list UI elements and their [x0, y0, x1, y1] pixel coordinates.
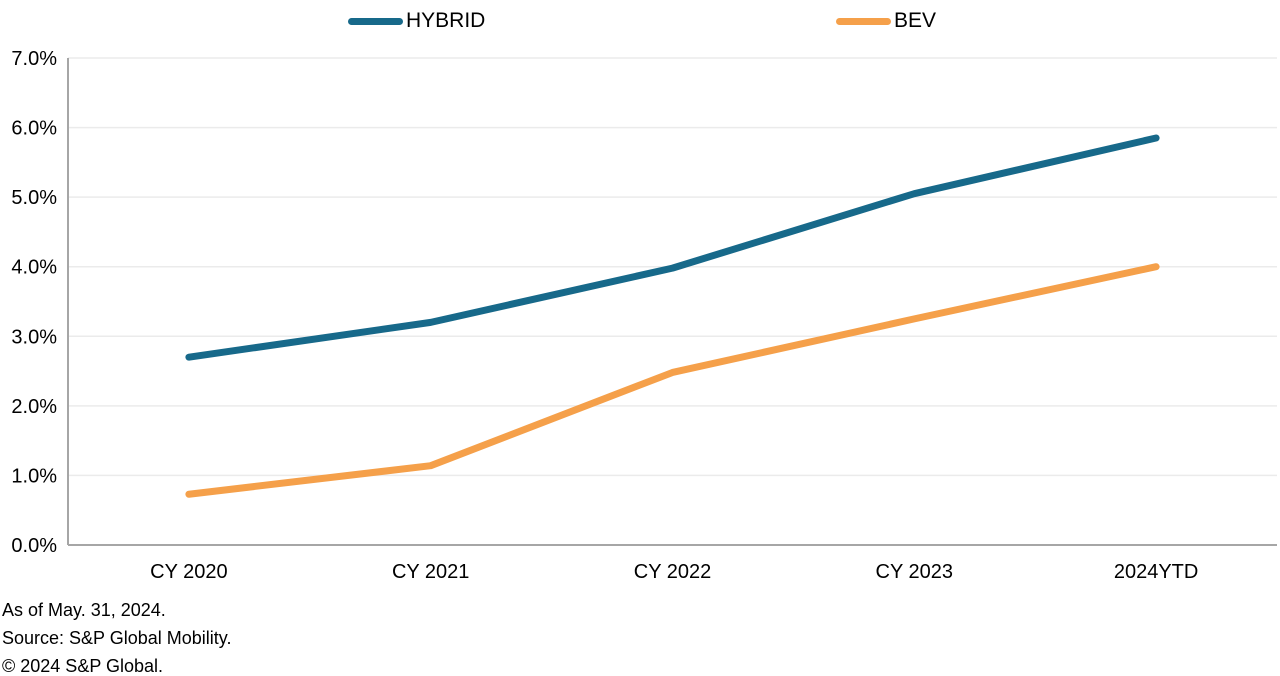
footnote-copyright: © 2024 S&P Global.: [2, 656, 164, 676]
legend-label-bev: BEV: [894, 9, 937, 32]
legend-item-hybrid: HYBRID: [348, 10, 485, 32]
legend-swatch-bev-icon: [836, 17, 891, 25]
y-tick-label: 1.0%: [11, 465, 57, 487]
y-axis-tick-labels: 0.0% 1.0% 2.0% 3.0% 4.0% 5.0% 6.0% 7.0%: [11, 48, 57, 557]
series-lines: [185, 134, 1160, 498]
x-tick-label: CY 2021: [392, 561, 469, 583]
y-tick-label: 0.0%: [11, 535, 57, 557]
y-tick-label: 5.0%: [11, 187, 57, 209]
axes: [67, 58, 1277, 546]
series-line-bev: [185, 263, 1160, 498]
chart-legend: HYBRID BEV: [0, 0, 1280, 40]
y-tick-label: 4.0%: [11, 257, 57, 279]
chart-footnotes: As of May. 31, 2024. Source: S&P Global …: [2, 596, 231, 676]
x-tick-label: CY 2023: [876, 561, 953, 583]
legend-swatch-hybrid-icon: [348, 17, 403, 25]
x-tick-label: CY 2022: [634, 561, 711, 583]
footnote-source: Source: S&P Global Mobility.: [2, 628, 232, 648]
y-tick-label: 6.0%: [11, 118, 57, 140]
x-tick-label: 2024YTD: [1114, 561, 1199, 583]
footnote-as-of: As of May. 31, 2024.: [2, 600, 166, 620]
legend-label-hybrid: HYBRID: [406, 9, 486, 32]
x-tick-label: CY 2020: [150, 561, 227, 583]
series-line-hybrid: [185, 134, 1160, 361]
x-axis-tick-labels: CY 2020 CY 2021 CY 2022 CY 2023 2024YTD: [150, 561, 1198, 583]
y-tick-label: 2.0%: [11, 396, 57, 418]
legend-item-bev: BEV: [836, 10, 936, 32]
gridlines: [68, 57, 1277, 477]
line-chart: 0.0% 1.0% 2.0% 3.0% 4.0% 5.0% 6.0% 7.0% CY 2020…: [11, 48, 1277, 583]
y-tick-label: 3.0%: [11, 326, 57, 348]
y-tick-label: 7.0%: [11, 48, 57, 70]
